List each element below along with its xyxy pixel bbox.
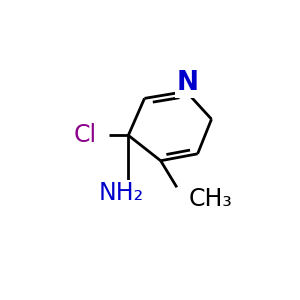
Text: N: N [176, 70, 198, 96]
Text: NH₂: NH₂ [99, 181, 144, 205]
Text: CH₃: CH₃ [188, 187, 232, 211]
Text: Cl: Cl [74, 123, 97, 147]
